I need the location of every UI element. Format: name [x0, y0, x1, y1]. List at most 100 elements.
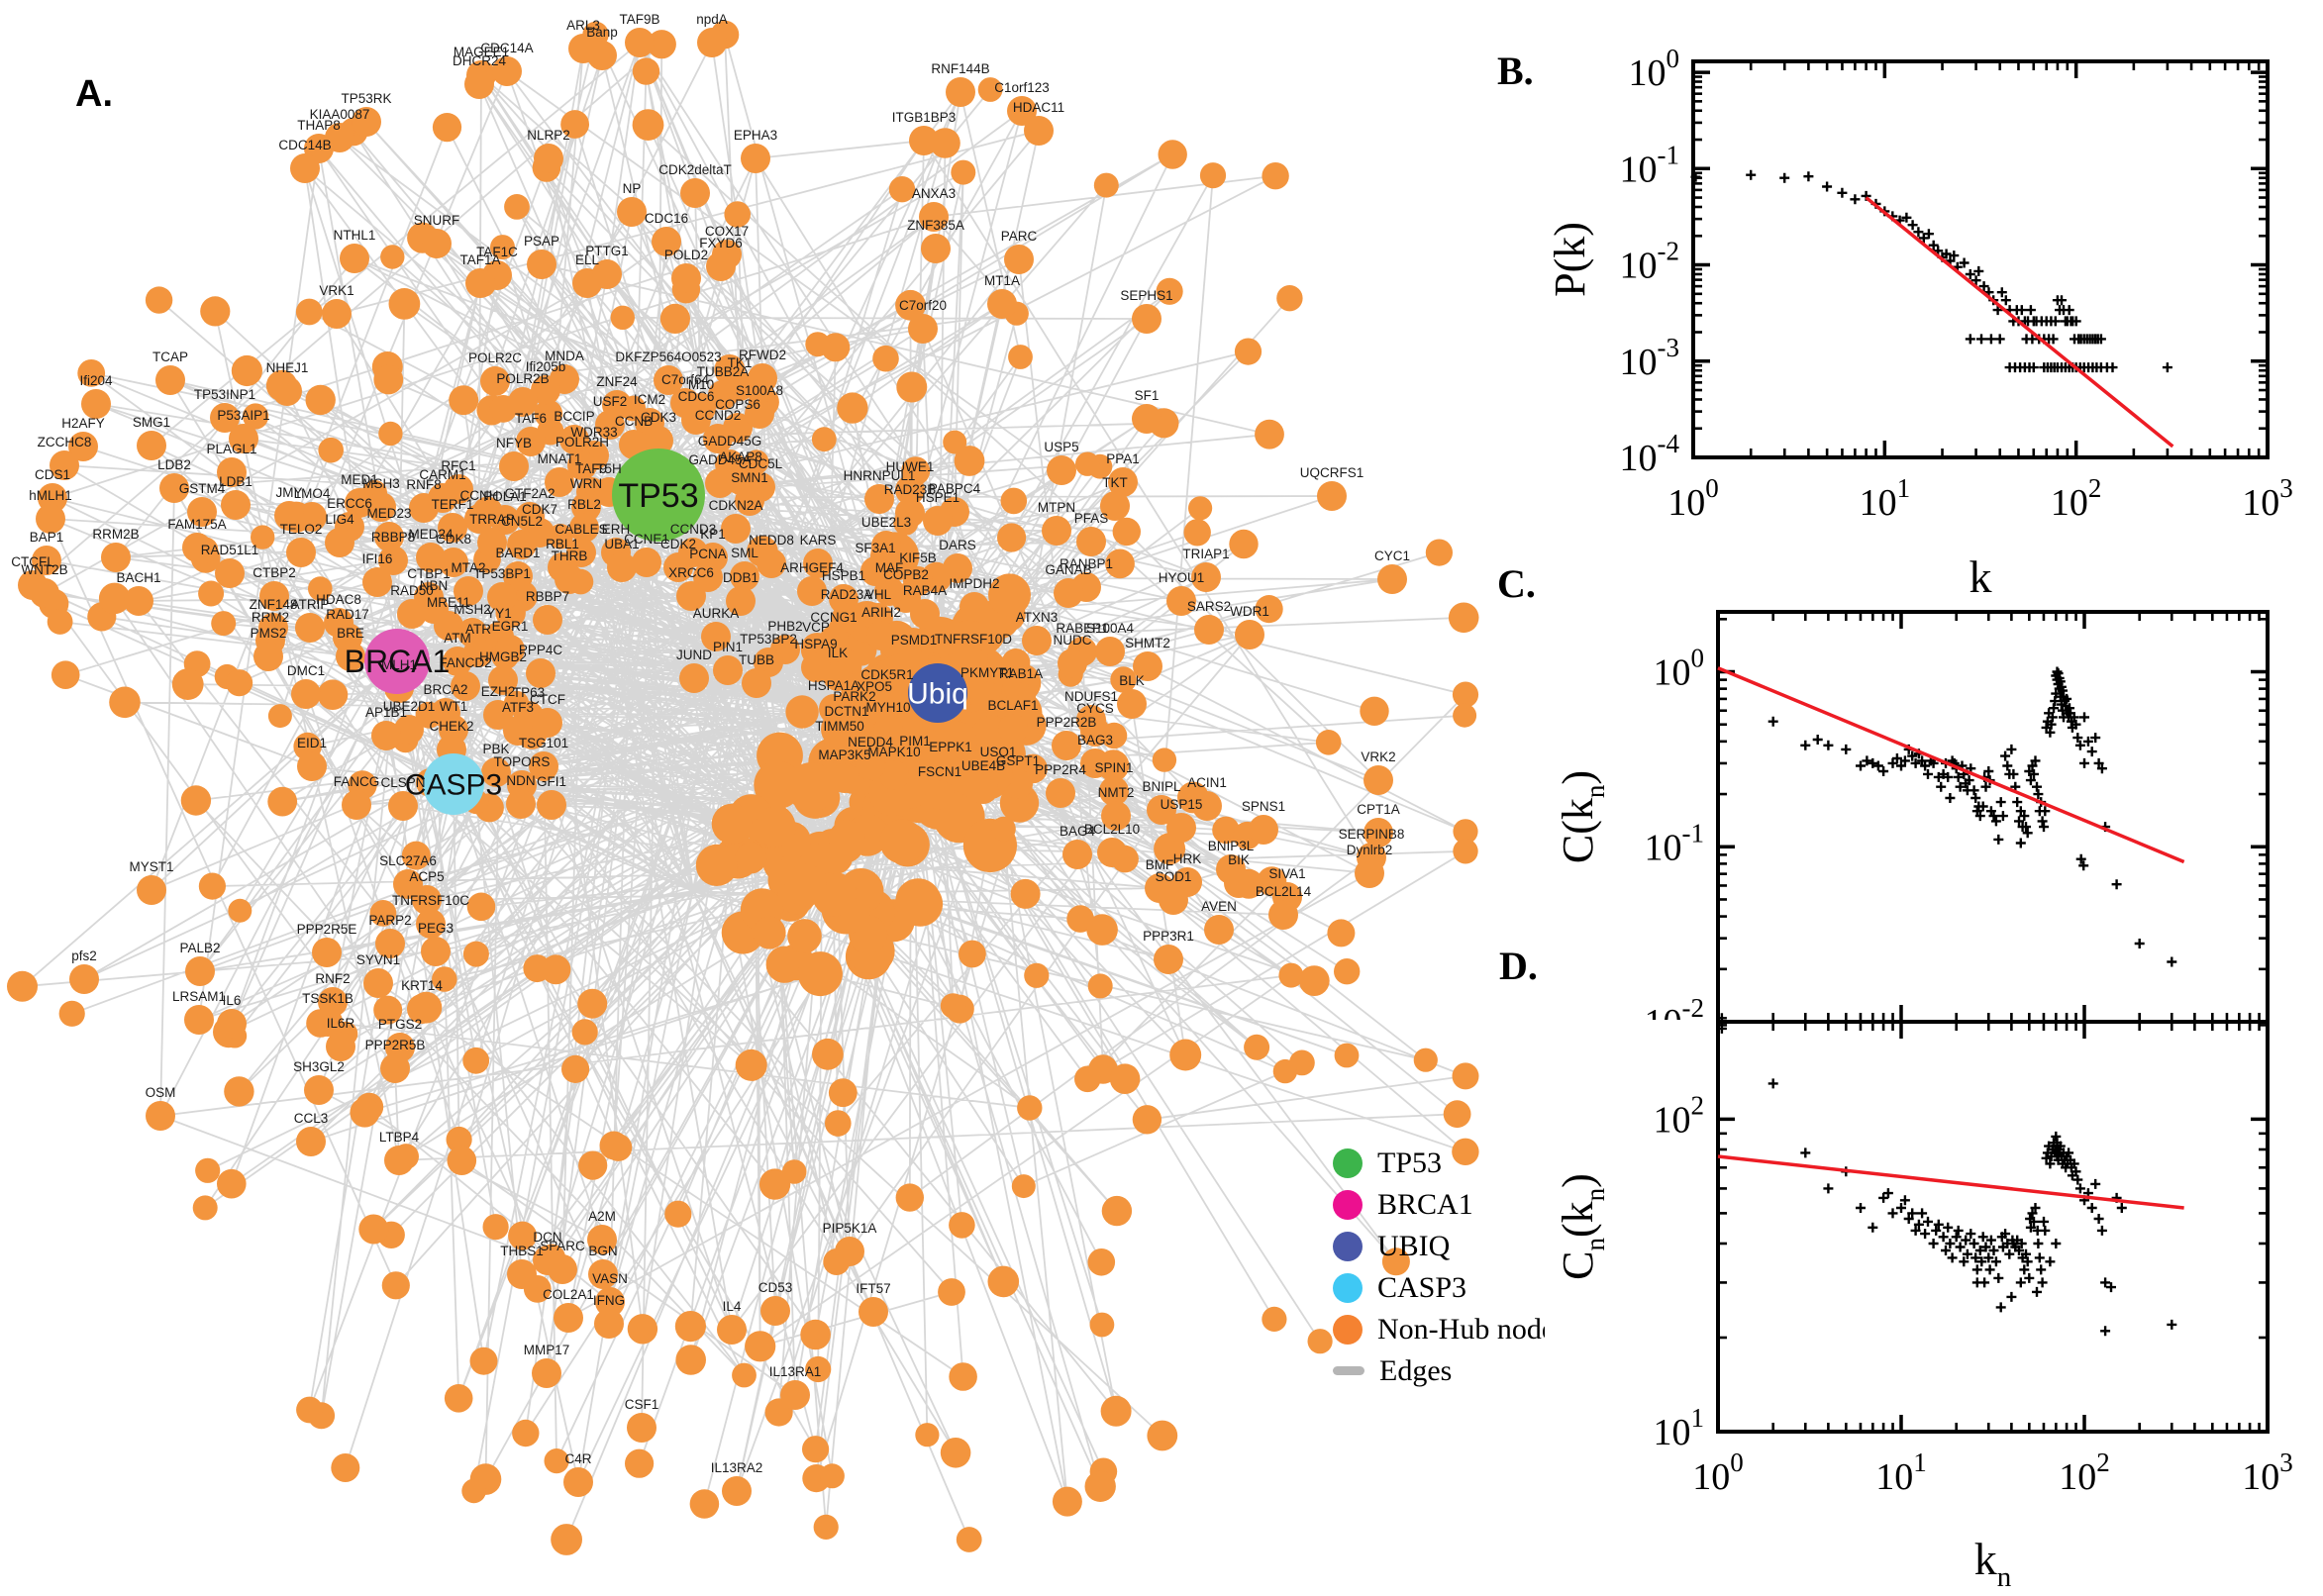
network-node — [545, 467, 574, 497]
svg-text:PPP2R5B: PPP2R5B — [365, 1038, 426, 1052]
svg-text:ATXN3: ATXN3 — [1016, 610, 1059, 625]
svg-text:CTCF: CTCF — [530, 692, 565, 707]
network-node — [1108, 467, 1138, 497]
network-node — [1355, 858, 1384, 888]
network-node — [1224, 868, 1254, 898]
network-node — [1117, 689, 1147, 719]
svg-text:IMPDH2: IMPDH2 — [949, 576, 999, 591]
svg-text:EZH2: EZH2 — [481, 684, 516, 699]
network-node — [503, 716, 533, 746]
network-node — [1166, 586, 1196, 616]
svg-text:SIVA1: SIVA1 — [1268, 866, 1305, 881]
svg-text:BRCA2: BRCA2 — [423, 682, 467, 697]
network-node — [741, 144, 770, 173]
network-node — [1047, 455, 1076, 485]
svg-text:TAF1C: TAF1C — [476, 245, 518, 259]
svg-text:SPIN1: SPIN1 — [1094, 760, 1133, 775]
svg-text:BACH1: BACH1 — [116, 570, 160, 585]
network-node — [388, 791, 418, 821]
svg-text:NTHL1: NTHL1 — [334, 228, 376, 243]
svg-text:P53AIP1: P53AIP1 — [217, 408, 269, 423]
svg-text:PARC: PARC — [1001, 229, 1038, 244]
svg-text:USP5: USP5 — [1044, 440, 1078, 454]
network-node — [1042, 516, 1071, 546]
network-node — [259, 581, 289, 611]
network-node — [464, 69, 494, 99]
network-node — [438, 513, 467, 543]
svg-text:VRK2: VRK2 — [1361, 749, 1395, 764]
svg-text:RNF2: RNF2 — [315, 971, 350, 986]
network-node — [326, 1032, 355, 1061]
network-node — [968, 774, 998, 804]
svg-text:PABPC4: PABPC4 — [929, 481, 981, 496]
network-node — [819, 626, 849, 655]
network-node — [1054, 578, 1083, 608]
svg-text:SPNS1: SPNS1 — [1242, 799, 1285, 814]
network-node — [1377, 564, 1407, 594]
svg-text:THAP8: THAP8 — [297, 118, 341, 133]
svg-text:10-1: 10-1 — [1645, 818, 1705, 868]
network-node — [830, 763, 859, 793]
svg-text:M10: M10 — [688, 377, 714, 392]
panel-a-label: A. — [75, 73, 113, 115]
svg-text:CTCFL: CTCFL — [11, 554, 54, 569]
svg-text:WNT2B: WNT2B — [21, 562, 67, 577]
legend-label-nonhub: Non-Hub nodes — [1377, 1312, 1566, 1346]
svg-text:MED1: MED1 — [341, 472, 378, 487]
svg-text:WDR33: WDR33 — [570, 425, 617, 440]
network-node — [312, 938, 342, 967]
svg-text:CTBP2: CTBP2 — [252, 565, 296, 580]
network-node — [221, 490, 251, 520]
network-node — [421, 937, 451, 966]
network-node — [1147, 795, 1176, 825]
svg-text:HMGB2: HMGB2 — [479, 649, 527, 664]
svg-text:C1orf123: C1orf123 — [994, 80, 1050, 95]
svg-text:DARS: DARS — [939, 538, 976, 552]
network-node — [1249, 815, 1278, 845]
svg-text:SOD1: SOD1 — [1156, 869, 1192, 884]
svg-text:RRM2B: RRM2B — [92, 527, 139, 542]
nonhub-swatch-icon — [1333, 1314, 1363, 1345]
svg-text:NEDD4: NEDD4 — [848, 735, 893, 749]
network-node — [217, 1009, 247, 1039]
network-node — [68, 432, 98, 461]
svg-text:SPARC: SPARC — [540, 1239, 585, 1253]
network-node — [32, 546, 61, 575]
network-node — [919, 202, 949, 232]
svg-text:HDAC8: HDAC8 — [316, 592, 361, 607]
network-node — [318, 987, 348, 1017]
svg-text:CDS1: CDS1 — [35, 467, 70, 482]
svg-text:IL6: IL6 — [223, 993, 242, 1008]
legend-item-brca1: BRCA1 — [1333, 1188, 1566, 1221]
network-node — [701, 622, 731, 651]
svg-text:PARK2: PARK2 — [833, 689, 875, 704]
svg-text:BCLAF1: BCLAF1 — [987, 698, 1038, 713]
network-node — [654, 365, 683, 395]
svg-text:POLR2B: POLR2B — [496, 371, 549, 386]
svg-text:Banp: Banp — [586, 25, 618, 40]
svg-text:PARP2: PARP2 — [368, 913, 411, 928]
svg-text:MNDA: MNDA — [545, 349, 584, 363]
svg-text:PPP3R1: PPP3R1 — [1143, 929, 1194, 944]
svg-text:HSPE1: HSPE1 — [916, 490, 960, 505]
network-node — [946, 77, 975, 107]
legend-label-tp53: TP53 — [1377, 1146, 1443, 1179]
network-node — [864, 484, 894, 514]
network-node — [835, 1237, 864, 1266]
svg-text:MED23: MED23 — [366, 506, 411, 521]
x-axis-title: k — [1970, 551, 1992, 602]
fit-line — [1865, 196, 2174, 449]
network-node — [1006, 682, 1036, 712]
network-node — [290, 153, 320, 183]
svg-text:CCND3: CCND3 — [670, 522, 717, 537]
network-node — [680, 178, 710, 208]
svg-text:CCNE1: CCNE1 — [624, 532, 669, 547]
svg-text:CN5L2: CN5L2 — [501, 514, 543, 529]
network-node — [272, 376, 302, 406]
network-panel: TP53RK KIAA0087 THAP8 CDC14B NTHL1 VRK1 ARL3 Ba… — [7, 12, 1479, 1555]
network-node — [1364, 765, 1393, 795]
network-node — [374, 522, 404, 551]
network-node — [488, 665, 518, 695]
